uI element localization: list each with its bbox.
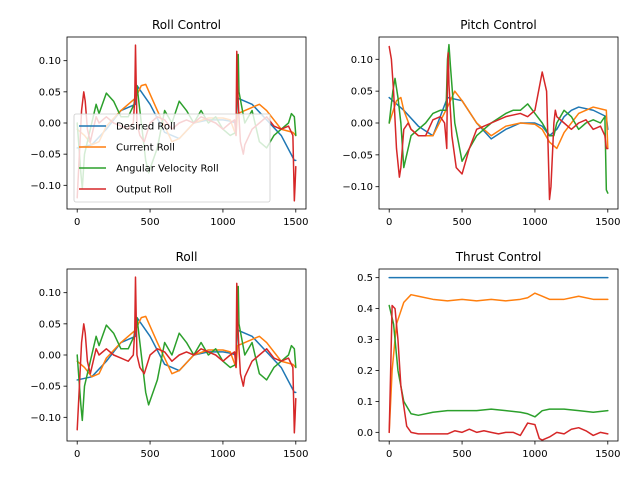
pitch-control-panel: 0 500 1000 1500 0.10 0.05 0.00 −0.05 −0.10 Pitch … bbox=[342, 18, 620, 228]
roll-control-legend-label-angular: Angular Velocity Roll bbox=[116, 164, 219, 175]
roll-control-legend-label-desired: Desired Roll bbox=[116, 122, 176, 133]
roll-control-ytick-label-2: 0.00 bbox=[39, 119, 61, 130]
pitch-control-xtick-label-500: 500 bbox=[453, 217, 472, 228]
roll-ytick-label-1: 0.05 bbox=[39, 319, 61, 330]
roll-series-group bbox=[76, 276, 297, 434]
roll-ytick-label-2: 0.00 bbox=[39, 351, 61, 362]
thrust-control-ytick-label-1: 0.4 bbox=[357, 304, 373, 315]
thrust-control-ytick-label-4: 0.1 bbox=[357, 397, 373, 408]
pitch-control-ytick-label-2: 0.00 bbox=[351, 119, 373, 130]
thrust-control-series-angular-line bbox=[388, 304, 609, 418]
roll-control-xtick-label-1000: 1000 bbox=[210, 217, 235, 228]
pitch-control-ytick-label-0: 0.10 bbox=[351, 55, 373, 66]
roll-xtick-label-0: 0 bbox=[74, 449, 80, 460]
roll-ytick-label-0: 0.10 bbox=[39, 288, 61, 299]
roll-xtick-label-1000: 1000 bbox=[210, 449, 235, 460]
pitch-control-ytick-label-3: −0.05 bbox=[342, 150, 373, 161]
roll-ytick-label-4: −0.10 bbox=[30, 413, 61, 424]
roll-series-angular-line bbox=[76, 285, 297, 422]
thrust-control-xtick-label-500: 500 bbox=[453, 449, 472, 460]
thrust-control-ytick-label-3: 0.2 bbox=[357, 366, 373, 377]
roll-control-ytick-label-0: 0.10 bbox=[39, 56, 61, 67]
roll-xtick-label-1500: 1500 bbox=[283, 449, 308, 460]
roll-control-xtick-label-1500: 1500 bbox=[283, 217, 308, 228]
roll-ytick-label-3: −0.05 bbox=[30, 382, 61, 393]
thrust-control-title: Thrust Control bbox=[455, 250, 542, 264]
roll-xtick-label-500: 500 bbox=[141, 449, 160, 460]
roll-control-legend: Desired Roll Current Roll Angular Velocity… bbox=[73, 113, 271, 203]
roll-title: Roll bbox=[176, 250, 198, 264]
roll-control-title: Roll Control bbox=[152, 18, 221, 32]
pitch-control-xtick-label-1500: 1500 bbox=[595, 217, 620, 228]
thrust-control-ytick-label-2: 0.3 bbox=[357, 335, 373, 346]
roll-series-desired-line bbox=[76, 316, 297, 394]
thrust-control-xtick-label-1500: 1500 bbox=[595, 449, 620, 460]
thrust-control-panel: 0 500 1000 1500 0.5 0.4 0.3 0.2 0.1 0.0 Thrust Con… bbox=[357, 250, 620, 460]
thrust-control-ytick-label-0: 0.5 bbox=[357, 273, 373, 284]
roll-control-legend-box bbox=[73, 113, 271, 203]
pitch-control-series-output-line bbox=[388, 45, 609, 201]
thrust-control-axes-frame bbox=[378, 268, 619, 442]
pitch-control-xtick-label-1000: 1000 bbox=[522, 217, 547, 228]
pitch-control-ytick-label-1: 0.05 bbox=[351, 87, 373, 98]
roll-control-xtick-label-0: 0 bbox=[74, 217, 80, 228]
pitch-control-xtick-label-0: 0 bbox=[386, 217, 392, 228]
pitch-control-series-group bbox=[388, 43, 609, 201]
pitch-control-ytick-label-4: −0.10 bbox=[342, 182, 373, 193]
pitch-control-title: Pitch Control bbox=[460, 18, 536, 32]
roll-control-legend-label-output: Output Roll bbox=[116, 185, 172, 196]
roll-control-xtick-label-500: 500 bbox=[141, 217, 160, 228]
roll-series-current-line bbox=[76, 315, 297, 378]
thrust-control-series-group bbox=[388, 276, 609, 441]
roll-control-ytick-label-3: −0.05 bbox=[30, 150, 61, 161]
roll-control-ytick-label-1: 0.05 bbox=[39, 87, 61, 98]
thrust-control-ytick-label-5: 0.0 bbox=[357, 428, 373, 439]
thrust-control-xtick-label-0: 0 bbox=[386, 449, 392, 460]
roll-control-legend-label-current: Current Roll bbox=[116, 143, 175, 154]
roll-series-output-line bbox=[76, 276, 297, 434]
roll-panel: 0 500 1000 1500 0.10 0.05 0.00 −0.05 −0.10 Roll bbox=[30, 250, 308, 460]
thrust-control-series-output-line bbox=[388, 304, 609, 441]
thrust-control-xtick-label-1000: 1000 bbox=[522, 449, 547, 460]
roll-control-ytick-label-4: −0.10 bbox=[30, 181, 61, 192]
thrust-control-series-current-line bbox=[388, 292, 609, 434]
roll-control-panel: 0 500 1000 1500 0.10 0.05 0.00 −0.05 −0.10 Roll C… bbox=[30, 18, 308, 228]
